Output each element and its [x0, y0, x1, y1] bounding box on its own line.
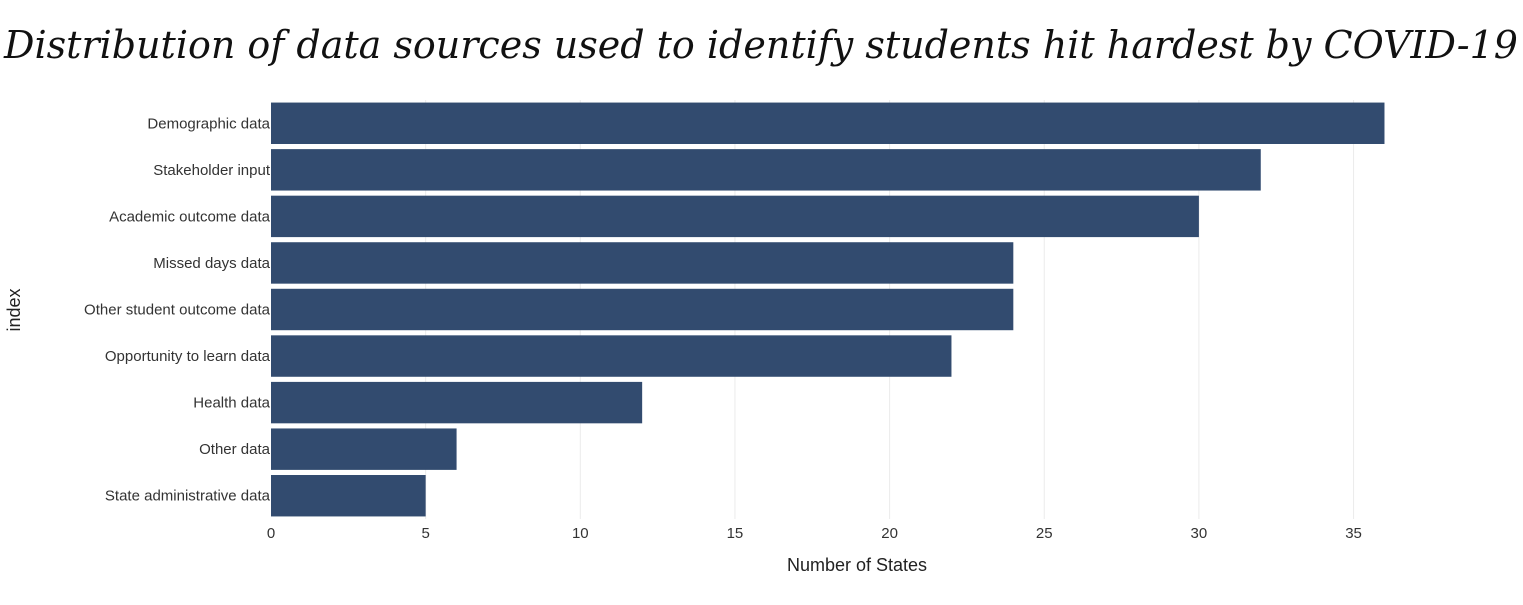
- x-tick-label-20: 20: [881, 525, 898, 542]
- y-axis-title: index: [4, 288, 24, 331]
- chart-title: Distribution of data sources used to ide…: [3, 23, 1518, 67]
- y-tick-label-academic-outcome-data: Academic outcome data: [109, 208, 271, 225]
- y-tick-label-other-student-outcome-data: Other student outcome data: [84, 302, 271, 319]
- x-axis-title: Number of States: [787, 555, 927, 575]
- x-tick-label-35: 35: [1345, 525, 1362, 542]
- bars: [271, 102, 1385, 517]
- y-tick-label-state-administrative-data: State administrative data: [105, 488, 271, 505]
- x-tick-label-10: 10: [572, 525, 589, 542]
- y-tick-label-stakeholder-input: Stakeholder input: [153, 162, 271, 179]
- bar-other-data: [271, 428, 457, 470]
- bar-demographic-data: [271, 102, 1385, 144]
- y-tick-label-demographic-data: Demographic data: [147, 115, 270, 132]
- bar-academic-outcome-data: [271, 195, 1199, 238]
- bar-health-data: [271, 381, 643, 424]
- y-tick-labels: Demographic data Stakeholder input Academi…: [84, 115, 271, 504]
- bar-missed-days-data: [271, 242, 1014, 284]
- bar-other-student-outcome-data: [271, 288, 1014, 331]
- x-tick-label-30: 30: [1191, 525, 1208, 542]
- x-tick-labels: 0 5 10 15 20 25 30 35: [267, 525, 1362, 542]
- bar-stakeholder-input: [271, 149, 1261, 191]
- x-tick-label-15: 15: [727, 525, 744, 542]
- bar-opportunity-to-learn-data: [271, 335, 952, 377]
- bar-state-administrative-data: [271, 475, 426, 517]
- y-tick-label-health-data: Health data: [193, 395, 270, 412]
- y-tick-label-missed-days-data: Missed days data: [153, 255, 270, 272]
- y-tick-label-other-data: Other data: [199, 441, 271, 458]
- x-tick-label-25: 25: [1036, 525, 1053, 542]
- x-tick-label-0: 0: [267, 525, 275, 542]
- y-tick-label-opportunity-to-learn-data: Opportunity to learn data: [105, 348, 271, 365]
- x-tick-label-5: 5: [421, 525, 429, 542]
